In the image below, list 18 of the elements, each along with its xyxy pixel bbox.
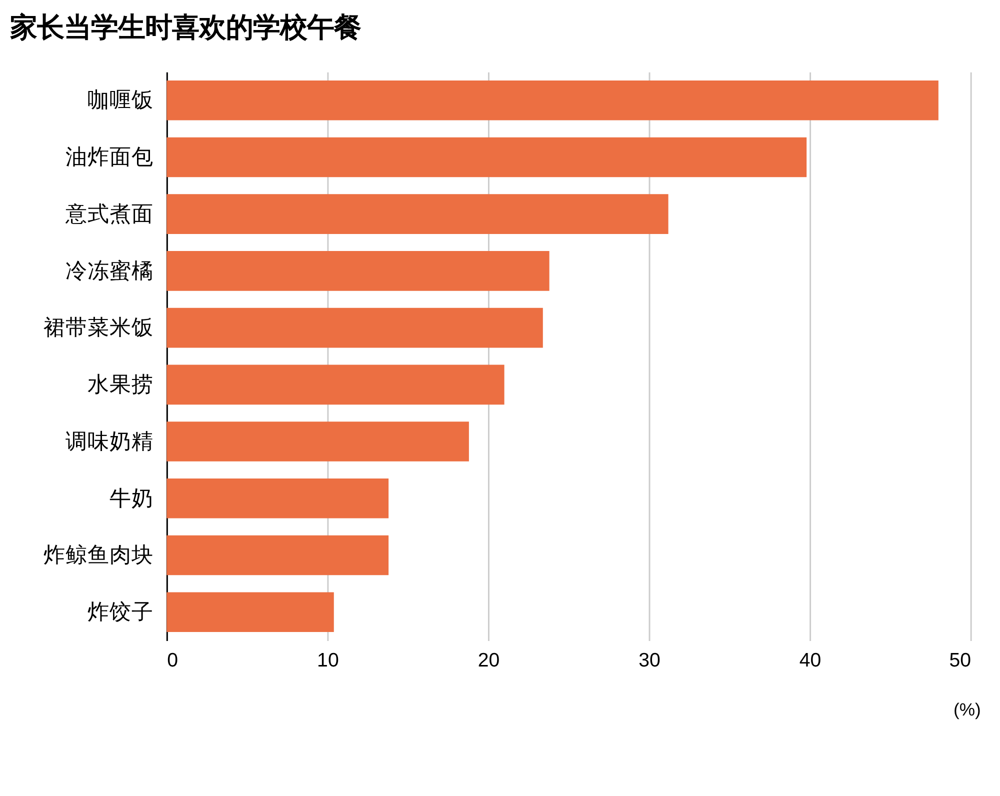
x-axis-title: (%) <box>953 700 981 720</box>
y-tick-label: 裙带菜米饭 <box>43 314 154 340</box>
y-tick-label: 冷冻蜜橘 <box>65 258 154 283</box>
x-tick-label: 40 <box>799 650 822 672</box>
y-tick-label: 调味奶精 <box>65 428 154 454</box>
y-tick-label: 油炸面包 <box>65 144 154 170</box>
x-tick-label: 30 <box>638 650 661 672</box>
x-tick-label: 0 <box>167 650 178 672</box>
y-tick-label: 炸鲸鱼肉块 <box>43 542 154 568</box>
y-tick-label: 意式煮面 <box>64 200 154 226</box>
y-tick-label: 炸饺子 <box>87 598 154 624</box>
y-tick-label: 牛奶 <box>109 485 154 510</box>
y-tick-label: 水果捞 <box>87 372 154 397</box>
chart-title: 家长当学生时喜欢的学校午餐 <box>8 12 361 43</box>
x-tick-label: 20 <box>478 650 500 672</box>
y-tick-label: 咖喱饭 <box>87 87 154 112</box>
x-tick-label: 50 <box>949 650 972 672</box>
x-tick-label: 10 <box>317 650 339 672</box>
